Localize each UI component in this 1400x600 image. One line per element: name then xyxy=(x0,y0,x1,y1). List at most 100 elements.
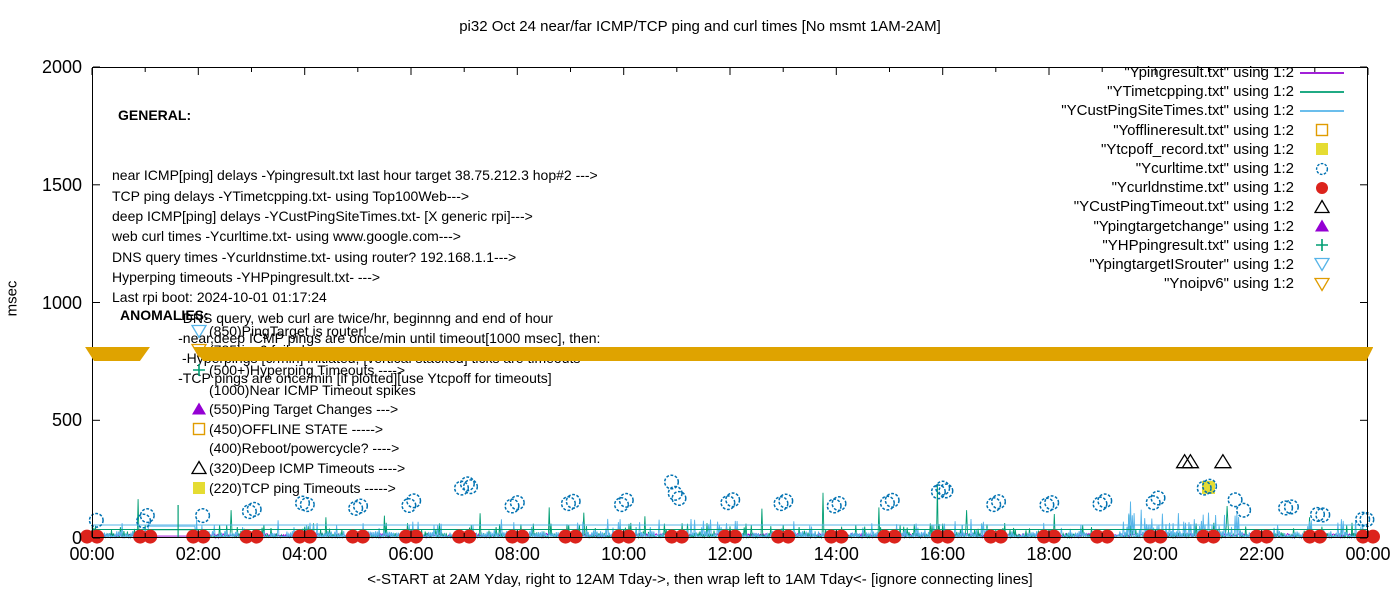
curl-time-point xyxy=(1309,506,1326,522)
curl-time-point xyxy=(935,480,951,496)
no-marker xyxy=(190,382,207,398)
legend-row: "YHPpingresult.txt" using 1:2 xyxy=(1061,236,1350,255)
dns-time-point xyxy=(355,529,370,544)
general-line: deep ICMP[ping] delays -YCustPingSiteTim… xyxy=(112,208,533,225)
x-tick-label: 16:00 xyxy=(920,544,966,564)
legend-label: "Ycurltime.txt" using 1:2 xyxy=(1135,160,1294,178)
dns-time-point xyxy=(186,529,201,544)
triangle-open-marker xyxy=(190,460,207,476)
triangle-open-marker xyxy=(1294,199,1350,215)
anomaly-row: (500+)Hyperping Timeouts ----> xyxy=(190,360,416,380)
x-tick-label: 18:00 xyxy=(1026,544,1072,564)
dns-time-point xyxy=(771,529,786,544)
plot-border xyxy=(92,67,1368,538)
triangle-filled-marker xyxy=(1294,218,1350,234)
curl-time-point xyxy=(560,496,576,512)
anomaly-row: (850)PingTarget is router! xyxy=(190,321,416,341)
y-tick-label: 500 xyxy=(51,410,82,431)
legend-row: "YpingtargetISrouter" using 1:2 xyxy=(1061,255,1350,274)
x-tick-label: 02:00 xyxy=(175,544,221,564)
dns-time-point xyxy=(1153,529,1168,544)
dns-time-point xyxy=(80,529,94,544)
dns-time-point xyxy=(621,529,636,544)
curl-time-point xyxy=(1278,500,1294,516)
curl-time-point xyxy=(618,492,634,508)
curl-time-point xyxy=(509,495,525,511)
dns-time-point xyxy=(196,529,211,544)
curl-time-point xyxy=(401,497,417,514)
dns-time-point xyxy=(887,529,902,544)
dns-time-point xyxy=(718,529,732,544)
circle-filled-icon xyxy=(1316,181,1328,194)
dns-time-point xyxy=(930,529,945,544)
dns-time-point xyxy=(1366,529,1380,544)
curl-time-point xyxy=(720,495,736,511)
legend-row: "Ypingtargetchange" using 1:2 xyxy=(1061,217,1350,236)
general-line: TCP ping delays -YTimetcpping.txt- using… xyxy=(112,187,470,204)
curl-time-point xyxy=(1315,507,1331,523)
dns-time-point xyxy=(674,529,689,544)
dns-time-point xyxy=(143,529,158,544)
anomaly-text: (220)TCP ping Timeouts -----> xyxy=(209,479,396,496)
dns-time-point xyxy=(983,529,998,544)
legend-row: "Ypingresult.txt" using 1:2 xyxy=(1061,63,1350,82)
curl-time-point xyxy=(1196,480,1212,496)
general-line: Last rpi boot: 2024-10-01 01:17:24 xyxy=(112,289,327,306)
x-tick-label: 08:00 xyxy=(494,544,540,564)
triangle-open-icon xyxy=(1314,199,1330,214)
x-tick-label: 00:00 xyxy=(1345,544,1391,564)
dns-time-point xyxy=(728,529,742,544)
dns-time-point xyxy=(452,529,467,544)
dns-time-point xyxy=(611,529,626,544)
dns-time-point xyxy=(1302,529,1317,544)
curl-time-point xyxy=(565,493,581,509)
curl-time-point xyxy=(246,501,262,517)
x-tick-label: 04:00 xyxy=(282,544,328,564)
dns-time-point xyxy=(1249,529,1264,544)
legend-label: "YTimetcpping.txt" using 1:2 xyxy=(1107,83,1294,101)
x-tick-label: 10:00 xyxy=(601,544,647,564)
anomaly-text: (1000)Near ICMP Timeout spikes xyxy=(209,381,416,398)
curl-time-point xyxy=(1355,511,1371,527)
curl-time-point xyxy=(459,476,475,492)
legend-label: "YCustPingTimeout.txt" using 1:2 xyxy=(1073,198,1294,216)
line-sample-icon xyxy=(1300,90,1344,93)
curl-time-point xyxy=(663,474,680,490)
circle-open-marker xyxy=(1294,161,1350,177)
triangle-filled-icon xyxy=(191,402,206,415)
square-filled-icon xyxy=(192,481,205,494)
curl-time-point xyxy=(671,490,687,506)
anomaly-row: (320)Deep ICMP Timeouts ----> xyxy=(190,458,416,478)
anomaly-row: (220)TCP ping Timeouts -----> xyxy=(190,478,416,498)
curl-time-point xyxy=(986,497,1002,513)
dns-time-point xyxy=(1259,529,1274,544)
dns-time-point xyxy=(877,529,892,544)
x-tick-label: 12:00 xyxy=(707,544,753,564)
triangle-open-icon xyxy=(190,460,207,475)
square-open-icon xyxy=(192,422,205,435)
plus-marker xyxy=(190,362,207,378)
anomaly-row: (1000)Near ICMP Timeout spikes xyxy=(190,380,416,400)
legend-row: "Ycurldnstime.txt" using 1:2 xyxy=(1061,178,1350,197)
curl-time-point xyxy=(1227,492,1243,508)
circle-open-icon xyxy=(1315,162,1329,175)
deep-timeout-triangle xyxy=(1181,453,1200,469)
y-tick-label: 0 xyxy=(71,528,82,548)
chart-title: pi32 Oct 24 near/far ICMP/TCP ping and c… xyxy=(459,18,941,35)
curl-time-point xyxy=(504,498,520,514)
dns-time-point xyxy=(558,529,573,544)
curl-time-point xyxy=(930,484,946,500)
curl-time-point xyxy=(1150,490,1166,506)
line-marker xyxy=(1294,65,1350,81)
legend-label: "Ycurldnstime.txt" using 1:2 xyxy=(1111,179,1294,197)
noipv6-band-segment xyxy=(85,347,150,361)
tridown-open-marker xyxy=(190,323,207,339)
square-open-marker xyxy=(1294,122,1350,138)
anomaly-text: (850)PingTarget is router! xyxy=(209,322,367,339)
dns-time-point xyxy=(664,529,679,544)
legend-label: "Ynoipv6" using 1:2 xyxy=(1164,275,1294,293)
plot-area xyxy=(80,66,1380,544)
dns-time-point xyxy=(409,529,423,544)
curl-time-point xyxy=(884,492,900,508)
y-tick-label: 2000 xyxy=(41,57,82,77)
